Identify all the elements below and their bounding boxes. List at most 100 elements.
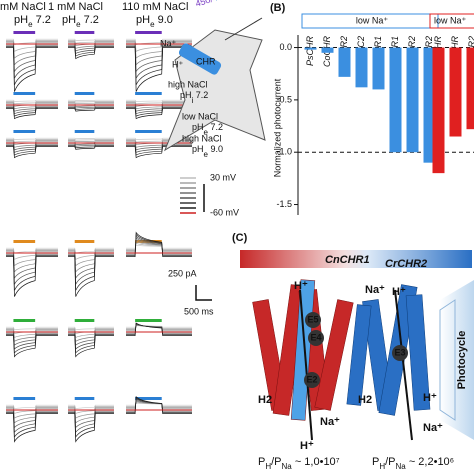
stimulus-bar — [135, 92, 162, 95]
y-tick-label: -0.5 — [276, 94, 292, 104]
category-label: C1C2 — [356, 36, 366, 59]
trace — [6, 256, 58, 297]
trace — [68, 404, 114, 410]
trace — [68, 335, 114, 358]
stimulus-bar — [74, 31, 95, 34]
trace — [6, 335, 58, 358]
label: H⁺ — [300, 440, 314, 452]
trace — [126, 47, 192, 92]
label: Photocycle — [456, 331, 468, 390]
trace — [68, 140, 114, 142]
text-part: H — [379, 462, 385, 471]
column-title: 110 mM NaCl — [122, 1, 188, 13]
text-part: pH — [192, 144, 204, 154]
label: CnCHR1 — [325, 254, 370, 266]
gradient-bar — [240, 250, 472, 268]
stimulus-bar — [13, 240, 36, 243]
trace — [6, 103, 58, 110]
text-part: 7.2 — [208, 122, 223, 132]
text-part: pH — [136, 14, 150, 26]
trace — [6, 40, 58, 53]
text-part: 7.2 — [81, 14, 99, 26]
group-label: low Na⁺ — [356, 15, 389, 25]
trace — [126, 146, 192, 159]
trace — [6, 326, 58, 331]
text-part: P — [258, 456, 265, 468]
trace — [68, 249, 114, 260]
text-part: pH — [14, 14, 28, 26]
column-ph: pHe 7.2 — [62, 14, 99, 29]
stimulus-bar — [13, 397, 36, 400]
arrow — [299, 289, 313, 441]
bar — [432, 47, 445, 174]
trace — [6, 141, 58, 148]
stimulus-bar — [13, 319, 36, 322]
trace — [6, 404, 58, 410]
stimulus-bar — [135, 397, 162, 400]
bar — [406, 47, 419, 153]
trace — [68, 107, 114, 110]
trace — [68, 256, 114, 297]
ion-label: Na⁺ — [160, 38, 177, 48]
trace — [126, 40, 192, 53]
stimulus-bar — [74, 397, 95, 400]
trace — [6, 108, 58, 120]
trace — [126, 103, 192, 110]
y-tick-label: -1.5 — [276, 199, 292, 209]
residue-label: E3 — [394, 347, 405, 357]
label: H2 — [258, 394, 272, 406]
trace — [68, 143, 114, 147]
residue-label: E2 — [306, 374, 317, 384]
label: Na⁺ — [320, 416, 340, 428]
bracket — [439, 299, 456, 421]
trace — [126, 38, 192, 46]
traces — [6, 31, 192, 443]
text-part: /P — [385, 456, 395, 468]
trace — [126, 99, 192, 102]
trace — [68, 40, 114, 44]
ratio: PH/PNa ~ 1,0•10⁷ — [258, 456, 340, 471]
residue — [304, 372, 320, 388]
text-part: e — [204, 128, 209, 137]
category-label: PsCHR — [305, 36, 315, 67]
trace — [6, 329, 58, 338]
bar — [355, 47, 368, 88]
group-box — [429, 13, 474, 29]
trace — [68, 105, 114, 109]
text-part: ~ 1,0•10⁷ — [292, 456, 340, 468]
trace — [6, 47, 58, 92]
region-label: low NaCl — [182, 111, 218, 121]
scale-bar — [195, 285, 212, 301]
text-part: 9.0 — [208, 144, 223, 154]
photocycle-band — [440, 280, 474, 440]
text-part: e — [150, 20, 155, 29]
trace — [68, 146, 114, 150]
bar — [304, 47, 317, 50]
trace — [68, 145, 114, 149]
label: H2 — [358, 394, 372, 406]
residue-label: E4 — [310, 332, 321, 342]
region-label: high NaCl — [182, 133, 222, 143]
trace — [6, 101, 58, 105]
trace — [68, 329, 114, 338]
label: Na⁺ — [365, 284, 385, 296]
text-part: 470/ — [211, 0, 231, 4]
panel-label: (B) — [270, 2, 286, 14]
panel-label: (C) — [232, 232, 248, 244]
arrow — [394, 289, 413, 441]
trace — [68, 102, 114, 104]
label: H⁺ — [423, 392, 437, 404]
trace — [126, 101, 192, 105]
residue — [308, 330, 324, 346]
text-part: /P — [271, 456, 281, 468]
trace — [126, 395, 192, 414]
text-part: 9.0 — [155, 14, 173, 26]
ratio: PH/PNa ~ 2,2•10⁶ — [372, 456, 454, 471]
residue — [392, 345, 408, 361]
trace — [68, 139, 114, 141]
channel-label: CHR — [196, 56, 216, 66]
trace — [6, 413, 58, 443]
stimulus-bar — [13, 31, 36, 34]
scale-label: 500 ms — [184, 306, 214, 316]
